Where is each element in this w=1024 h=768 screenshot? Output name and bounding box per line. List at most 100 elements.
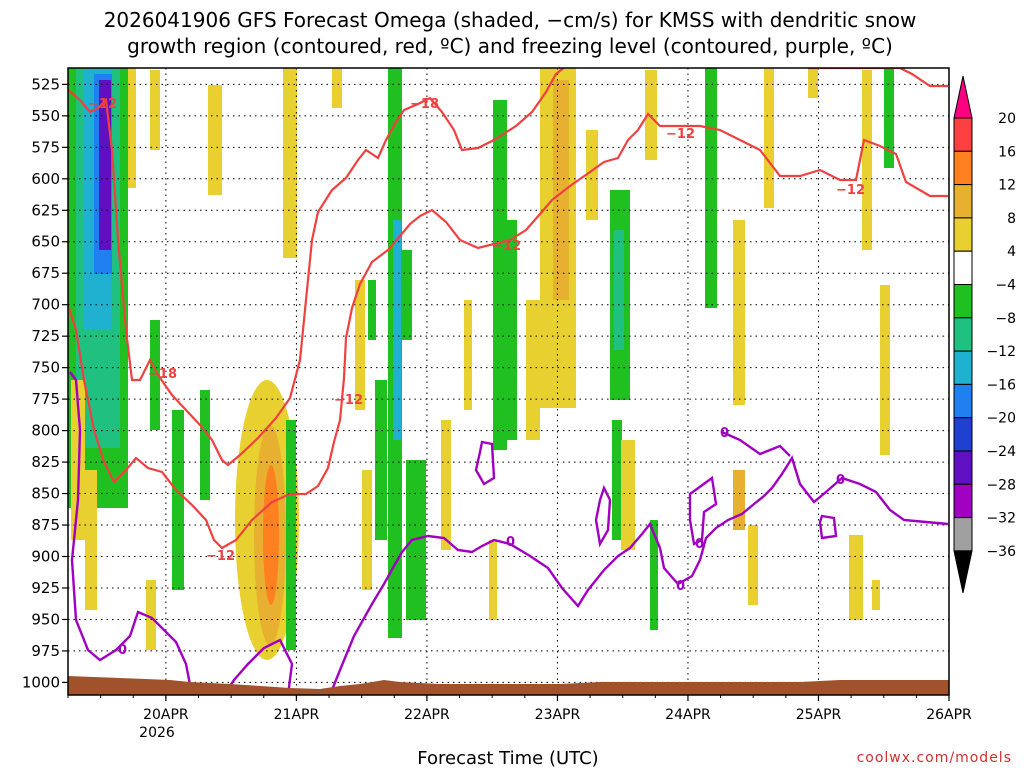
omega-region — [489, 540, 497, 620]
colorbar-swatch — [953, 417, 973, 452]
title-line-1: 2026041906 GFS Forecast Omega (shaded, −… — [104, 8, 917, 32]
x-tick-label: 22APR — [404, 707, 450, 723]
omega-region — [393, 220, 401, 440]
y-tick-label: 750 — [31, 359, 60, 377]
omega-region — [748, 525, 758, 605]
omega-region — [128, 68, 136, 188]
freezing-level-label: 0 — [836, 473, 845, 488]
freezing-level-label: 0 — [695, 537, 704, 552]
colorbar-label: −20 — [986, 411, 1016, 427]
freezing-level-line — [328, 455, 949, 695]
y-tick-label: 550 — [31, 107, 60, 125]
x-tick-label: 25APR — [796, 707, 842, 723]
omega-region — [880, 285, 890, 455]
colorbar-label: −28 — [986, 477, 1016, 493]
isotherm-line — [68, 112, 948, 550]
pressure-axis: 525 550 575 600 625 650 675 700 725 750 775 800 825 8… — [22, 75, 68, 691]
omega-region — [849, 535, 863, 620]
contour-labels: −12 −18 −18 −12 −12 −12 −12 0 0 0 0 0 0 … — [88, 97, 865, 658]
omega-region — [614, 230, 624, 350]
surface-terrain — [68, 676, 949, 695]
omega-region — [286, 420, 296, 650]
isotherm-label: −12 — [836, 183, 865, 198]
omega-region — [645, 70, 657, 160]
y-tick-label: 800 — [31, 422, 60, 440]
omega-region — [402, 250, 412, 340]
omega-region — [764, 68, 774, 208]
y-tick-label: 600 — [31, 170, 60, 188]
freezing-level-label: 0 — [506, 535, 515, 550]
freezing-level-line — [223, 638, 294, 695]
omega-region — [862, 70, 872, 250]
freezing-level-line — [818, 514, 838, 540]
omega-region — [200, 390, 210, 500]
freezing-level-label: 0 — [676, 579, 685, 594]
credit-link[interactable]: coolwx.com/models — [857, 750, 1012, 766]
freezing-level-label: 0 — [118, 643, 127, 658]
x-tick-year: 2026 — [139, 725, 175, 741]
plot-frame — [67, 67, 950, 696]
dendritic-isotherms — [68, 68, 948, 550]
y-tick-label: 925 — [31, 579, 60, 597]
freezing-level-line — [594, 484, 612, 548]
colorbar-swatch — [953, 550, 973, 594]
omega-region — [355, 280, 365, 410]
colorbar-swatch — [953, 450, 973, 485]
x-axis-title: Forecast Time (UTC) — [417, 748, 598, 768]
omega-region — [146, 580, 156, 650]
omega-region — [505, 220, 517, 440]
freezing-level-line — [721, 430, 791, 457]
y-tick-label: 625 — [31, 201, 60, 219]
colorbar: 20 16 12 8 4 −4 −8 −12 −16 −20 −24 −28 −32 −36 — [953, 75, 1016, 594]
x-tick-label: 21APR — [274, 707, 320, 723]
omega-region — [884, 68, 894, 168]
colorbar-label: −32 — [986, 511, 1016, 527]
omega-region — [650, 520, 658, 630]
freezing-level-line — [688, 475, 718, 546]
freezing-level-contours — [69, 371, 949, 695]
colorbar-label: −4 — [995, 278, 1016, 294]
omega-region — [375, 380, 387, 540]
colorbar-label: 16 — [998, 144, 1016, 160]
y-tick-label: 775 — [31, 390, 60, 408]
omega-region — [733, 220, 745, 405]
omega-region — [493, 100, 507, 450]
colorbar-label: 4 — [1007, 244, 1016, 260]
omega-shading — [68, 68, 894, 660]
colorbar-label: 8 — [1007, 211, 1016, 227]
omega-region — [263, 465, 279, 605]
y-tick-label: 950 — [31, 610, 60, 628]
freezing-level-label: 0 — [720, 426, 729, 441]
y-tick-label: 975 — [31, 642, 60, 660]
omega-region — [733, 470, 745, 530]
omega-region — [208, 85, 222, 195]
y-tick-label: 700 — [31, 296, 60, 314]
omega-region — [172, 410, 184, 590]
freezing-level-line — [69, 371, 194, 695]
omega-region — [150, 320, 160, 430]
colorbar-swatch — [953, 317, 973, 352]
colorbar-swatch — [953, 217, 973, 252]
omega-region — [612, 420, 622, 540]
colorbar-label: 12 — [998, 178, 1016, 194]
isotherm-label: −12 — [666, 127, 695, 142]
omega-region — [362, 470, 372, 590]
x-tick-label: 23APR — [535, 707, 581, 723]
colorbar-swatch — [953, 284, 973, 319]
omega-region — [85, 470, 97, 610]
omega-region — [872, 580, 880, 610]
isotherm-line — [808, 68, 948, 88]
isotherm-label: −12 — [88, 97, 117, 112]
isotherm-label: −12 — [334, 393, 363, 408]
y-tick-label: 900 — [31, 548, 60, 566]
y-tick-label: 875 — [31, 516, 60, 534]
colorbar-swatch — [953, 117, 973, 152]
time-axis: 20APR 21APR 22APR 23APR 24APR 25APR 26APR — [67, 695, 972, 723]
y-tick-label: 650 — [31, 233, 60, 251]
isotherm-label: −18 — [148, 367, 177, 382]
x-tick-label: 20APR — [143, 707, 189, 723]
x-tick-label: 24APR — [665, 707, 711, 723]
colorbar-label: −12 — [986, 344, 1016, 360]
colorbar-label: −16 — [986, 377, 1016, 393]
